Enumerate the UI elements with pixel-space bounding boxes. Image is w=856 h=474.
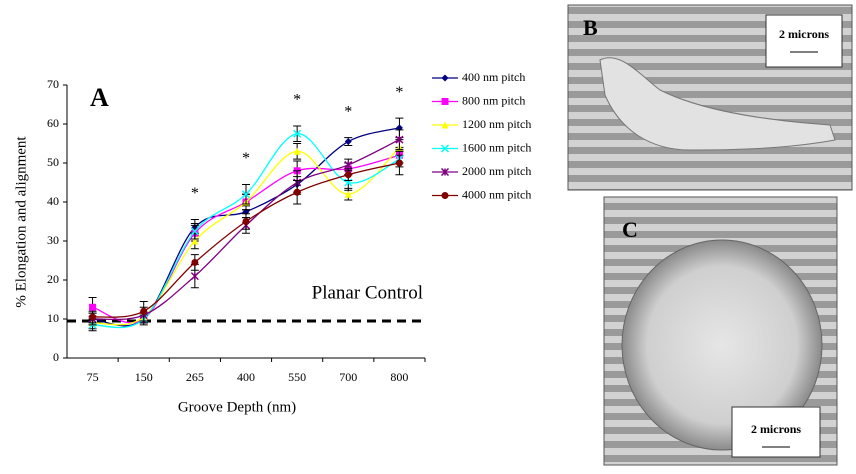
- marker: [242, 218, 250, 225]
- x-tick-label: 700: [339, 370, 357, 384]
- legend-label: 1200 nm pitch: [462, 117, 531, 131]
- significance-mark: *: [242, 150, 250, 167]
- marker: [191, 237, 199, 245]
- marker: [344, 190, 352, 198]
- legend-label: 4000 nm pitch: [462, 187, 531, 201]
- reference-label: Planar Control: [312, 282, 423, 303]
- y-tick-label: 70: [47, 77, 59, 91]
- y-tick-label: 60: [47, 116, 59, 130]
- marker: [344, 171, 352, 179]
- marker: [395, 159, 403, 167]
- significance-mark: *: [191, 185, 199, 202]
- y-tick-label: 40: [47, 194, 59, 208]
- marker: [293, 129, 302, 138]
- panel-label: C: [622, 217, 638, 242]
- legend-label: 400 nm pitch: [462, 70, 525, 84]
- significance-mark: *: [293, 92, 301, 109]
- x-tick-label: 800: [390, 370, 408, 384]
- x-tick-label: 550: [288, 370, 306, 384]
- significance-mark: *: [395, 84, 403, 101]
- significance-mark: *: [344, 103, 352, 120]
- marker: [293, 147, 301, 155]
- legend-label: 2000 nm pitch: [462, 164, 531, 178]
- legend-marker: [441, 121, 449, 129]
- marker: [344, 138, 352, 146]
- scale-box: [731, 406, 821, 458]
- x-tick-label: 150: [135, 370, 153, 384]
- legend-label: 800 nm pitch: [462, 93, 525, 107]
- legend-label: 1600 nm pitch: [462, 140, 531, 154]
- y-tick-label: 50: [47, 155, 59, 169]
- marker: [89, 303, 97, 311]
- x-tick-label: 400: [237, 370, 255, 384]
- marker: [190, 227, 199, 236]
- x-tick-label: 75: [87, 370, 99, 384]
- x-tick-label: 265: [186, 370, 204, 384]
- panel-b: B 2 microns: [567, 4, 853, 191]
- y-axis-label: % Elongation and alignment: [13, 136, 29, 308]
- scale-label: 2 microns: [751, 422, 801, 436]
- marker: [344, 160, 353, 169]
- marker: [140, 307, 148, 315]
- series: [88, 150, 404, 324]
- marker: [395, 135, 404, 144]
- cell: [621, 239, 823, 451]
- panel-label: A: [90, 83, 109, 112]
- y-tick-label: 10: [47, 311, 59, 325]
- y-tick-label: 30: [47, 233, 59, 247]
- x-axis-label: Groove Depth (nm): [178, 399, 296, 415]
- legend-marker: [441, 98, 449, 105]
- marker: [293, 188, 301, 196]
- marker: [241, 190, 251, 199]
- legend-marker: [441, 74, 449, 82]
- scale-label: 2 microns: [779, 27, 829, 41]
- marker: [190, 272, 199, 281]
- panel-label: B: [583, 15, 598, 40]
- marker: [89, 313, 97, 321]
- scale-box: [765, 14, 843, 68]
- cell: [599, 57, 836, 151]
- legend-marker: [440, 167, 450, 177]
- legend-marker: [440, 144, 450, 153]
- panel-c: C 2 microns: [603, 196, 838, 466]
- legend-marker: [441, 192, 449, 199]
- marker: [191, 258, 199, 266]
- y-tick-label: 20: [47, 272, 59, 286]
- y-tick-label: 0: [53, 350, 59, 364]
